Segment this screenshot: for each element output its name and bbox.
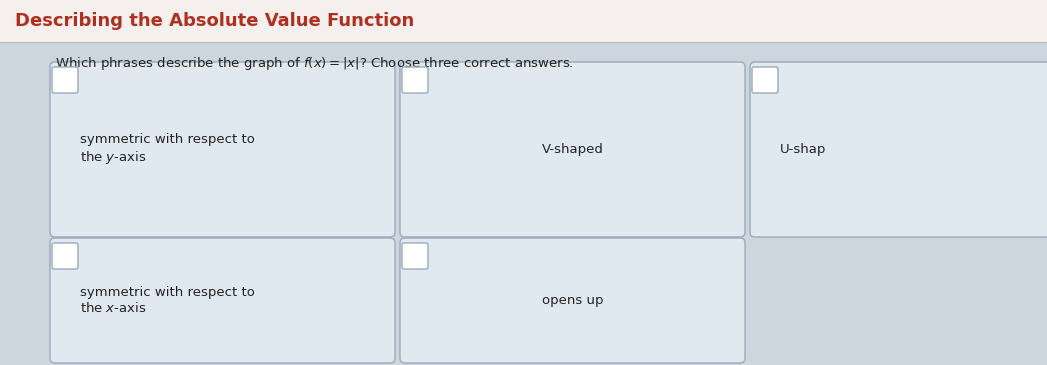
FancyBboxPatch shape	[50, 238, 395, 363]
FancyBboxPatch shape	[52, 67, 77, 93]
Text: Which phrases describe the graph of $f(x) = |x|$? Choose three correct answers.: Which phrases describe the graph of $f(x…	[55, 55, 574, 72]
Text: Describing the Absolute Value Function: Describing the Absolute Value Function	[15, 12, 415, 30]
FancyBboxPatch shape	[50, 62, 395, 237]
Text: symmetric with respect to
the $y$-axis: symmetric with respect to the $y$-axis	[80, 133, 254, 166]
Bar	[0, 42, 1047, 365]
Bar	[0, 0, 1047, 42]
Text: V-shaped: V-shaped	[541, 143, 603, 156]
FancyBboxPatch shape	[52, 243, 77, 269]
FancyBboxPatch shape	[752, 67, 778, 93]
FancyBboxPatch shape	[750, 62, 1047, 237]
FancyBboxPatch shape	[400, 62, 745, 237]
Text: symmetric with respect to
the $x$-axis: symmetric with respect to the $x$-axis	[80, 286, 254, 315]
FancyBboxPatch shape	[402, 243, 428, 269]
FancyBboxPatch shape	[400, 238, 745, 363]
FancyBboxPatch shape	[402, 67, 428, 93]
Text: U-shap: U-shap	[780, 143, 826, 156]
Text: opens up: opens up	[541, 294, 603, 307]
